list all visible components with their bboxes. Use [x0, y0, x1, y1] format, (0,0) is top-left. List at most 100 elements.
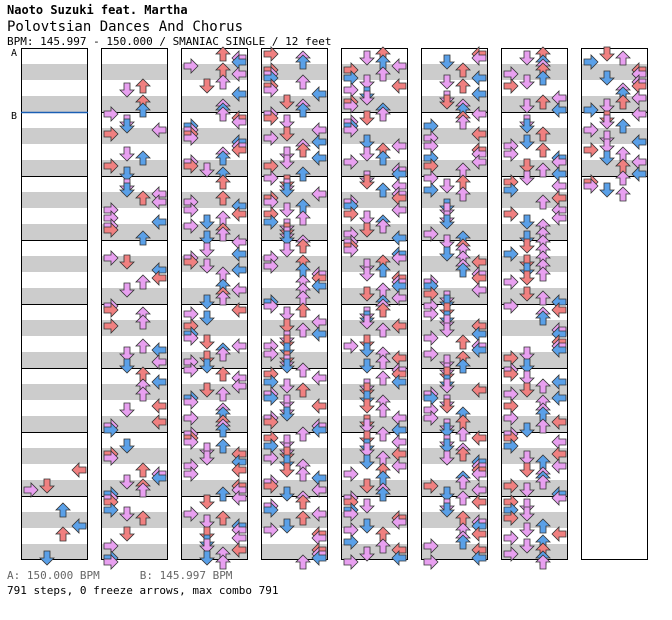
beat-stripe	[101, 224, 168, 240]
beat-stripe	[421, 432, 488, 448]
bpm-a-label: A: 150.000 BPM	[7, 569, 100, 582]
step-arrow	[551, 342, 567, 358]
beat-stripe	[181, 256, 248, 272]
beat-stripe	[261, 288, 328, 304]
step-arrow	[199, 334, 215, 350]
step-arrow	[375, 426, 391, 442]
beat-stripe	[501, 496, 568, 512]
step-arrow	[375, 486, 391, 502]
beat-stripe	[181, 496, 248, 512]
beat-stripe	[181, 240, 248, 256]
step-arrow	[183, 218, 199, 234]
beat-stripe	[501, 528, 568, 544]
step-arrow	[151, 270, 167, 286]
step-arrow	[359, 110, 375, 126]
beat-stripe	[101, 288, 168, 304]
step-arrow	[391, 374, 407, 390]
step-arrow	[279, 94, 295, 110]
step-arrow	[535, 290, 551, 306]
step-arrow	[471, 86, 487, 102]
step-arrow	[151, 398, 167, 414]
beat-stripe	[421, 112, 488, 128]
step-arrow	[215, 74, 231, 90]
step-arrow	[599, 182, 615, 198]
step-arrow	[279, 378, 295, 394]
step-arrow	[311, 86, 327, 102]
step-arrow	[503, 366, 519, 382]
step-arrow	[439, 294, 455, 310]
beat-stripe	[101, 208, 168, 224]
step-arrow	[519, 506, 535, 522]
step-arrow	[519, 74, 535, 90]
beat-stripe	[261, 256, 328, 272]
step-arrow	[375, 302, 391, 318]
beat-stripe	[501, 480, 568, 496]
beat-stripe	[261, 304, 328, 320]
step-arrow	[343, 242, 359, 258]
beat-stripe	[581, 112, 648, 128]
step-arrow	[295, 554, 311, 570]
step-arrow	[615, 186, 631, 202]
step-arrow	[439, 314, 455, 330]
beat-stripe	[21, 208, 88, 224]
step-arrow	[199, 78, 215, 94]
step-arrow	[119, 346, 135, 362]
beat-stripe	[21, 352, 88, 368]
beat-stripe	[341, 336, 408, 352]
step-arrow	[183, 394, 199, 410]
beat-stripe	[21, 288, 88, 304]
step-arrow	[359, 334, 375, 350]
step-arrow	[135, 386, 151, 402]
beat-stripe	[501, 192, 568, 208]
step-arrow	[343, 338, 359, 354]
step-arrow	[535, 474, 551, 490]
beat-stripe	[421, 80, 488, 96]
step-arrow	[455, 62, 471, 78]
step-arrow	[439, 354, 455, 370]
step-arrow	[279, 406, 295, 422]
beat-stripe	[21, 256, 88, 272]
beat-stripe	[341, 96, 408, 112]
beat-stripe	[21, 240, 88, 256]
step-arrow	[519, 270, 535, 286]
step-arrow	[215, 290, 231, 306]
beat-stripe	[101, 240, 168, 256]
step-arrow	[359, 90, 375, 106]
beat-stripe	[101, 128, 168, 144]
step-arrow	[231, 66, 247, 82]
step-arrow	[519, 522, 535, 538]
beat-stripe	[421, 352, 488, 368]
beat-stripe	[421, 320, 488, 336]
step-arrow	[583, 54, 599, 70]
step-arrow	[551, 458, 567, 474]
beat-stripe	[261, 512, 328, 528]
beat-stripe	[501, 384, 568, 400]
step-arrow	[279, 202, 295, 218]
beat-stripe	[101, 464, 168, 480]
beat-stripe	[261, 224, 328, 240]
step-arrow	[503, 510, 519, 526]
step-arrow	[279, 306, 295, 322]
step-arrow	[375, 262, 391, 278]
beat-stripe	[341, 64, 408, 80]
step-arrow	[343, 554, 359, 570]
step-arrow	[215, 46, 231, 62]
step-arrow	[279, 454, 295, 470]
step-arrow	[311, 186, 327, 202]
step-arrow	[231, 114, 247, 130]
beat-stripe	[101, 336, 168, 352]
beat-stripe	[181, 80, 248, 96]
step-arrow	[519, 254, 535, 270]
beat-stripe	[581, 128, 648, 144]
beat-stripe	[181, 176, 248, 192]
beat-stripe	[421, 464, 488, 480]
step-arrow	[279, 230, 295, 246]
beat-stripe	[261, 80, 328, 96]
step-arrow	[471, 342, 487, 358]
step-arrow	[471, 50, 487, 66]
step-arrow	[615, 50, 631, 66]
step-arrow	[359, 498, 375, 514]
step-arrow	[359, 442, 375, 458]
beat-stripe	[501, 64, 568, 80]
beat-stripe	[181, 464, 248, 480]
